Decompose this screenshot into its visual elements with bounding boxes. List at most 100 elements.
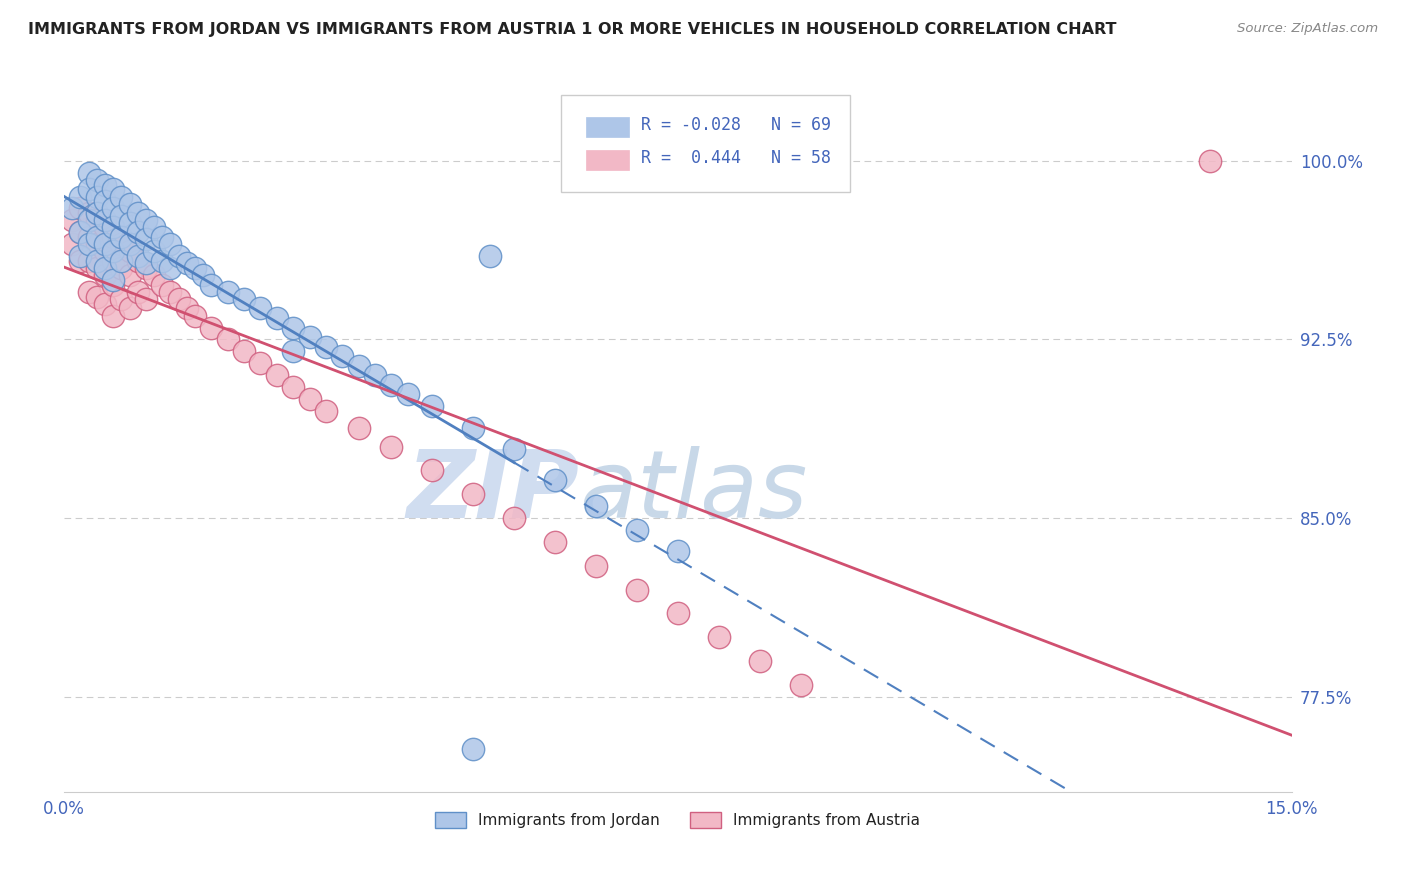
Point xyxy=(101,230,124,244)
Point xyxy=(86,230,108,244)
Point xyxy=(167,249,190,263)
Point xyxy=(143,268,166,282)
Point xyxy=(86,213,108,227)
Point xyxy=(184,260,207,275)
Point xyxy=(77,230,100,244)
Point xyxy=(266,310,288,325)
Point xyxy=(94,220,117,235)
Point xyxy=(176,301,198,316)
Point xyxy=(143,244,166,259)
Point xyxy=(298,392,321,406)
Point xyxy=(101,244,124,259)
Point xyxy=(1198,153,1220,168)
Point xyxy=(626,523,648,537)
Point xyxy=(94,213,117,227)
Point xyxy=(330,349,353,363)
Point xyxy=(135,213,157,227)
Point xyxy=(463,487,485,501)
Point xyxy=(94,244,117,259)
Point xyxy=(86,206,108,220)
Point xyxy=(503,442,526,456)
Point xyxy=(217,285,239,299)
Point xyxy=(127,285,149,299)
Point xyxy=(101,253,124,268)
Point xyxy=(127,225,149,239)
Point xyxy=(110,189,132,203)
Point xyxy=(94,194,117,209)
Point xyxy=(60,213,83,227)
Bar xyxy=(586,117,628,136)
Point xyxy=(77,182,100,196)
Point xyxy=(249,356,271,370)
Point xyxy=(478,249,501,263)
Point xyxy=(266,368,288,383)
Point xyxy=(544,473,567,487)
Point xyxy=(118,268,141,282)
Point xyxy=(60,237,83,252)
Point xyxy=(127,249,149,263)
Point xyxy=(283,320,305,334)
Point xyxy=(789,678,811,692)
Point xyxy=(101,309,124,323)
Point xyxy=(69,253,91,268)
Point xyxy=(159,285,181,299)
Point xyxy=(118,301,141,316)
Point xyxy=(60,202,83,216)
Point xyxy=(110,292,132,306)
Point xyxy=(420,399,443,413)
Text: ZIP: ZIP xyxy=(406,446,579,538)
Point xyxy=(150,277,173,292)
Point xyxy=(585,499,607,513)
Point xyxy=(86,237,108,252)
Point xyxy=(707,630,730,644)
Point xyxy=(463,742,485,756)
Legend: Immigrants from Jordan, Immigrants from Austria: Immigrants from Jordan, Immigrants from … xyxy=(429,806,927,834)
Point xyxy=(159,237,181,252)
Point xyxy=(217,333,239,347)
Point xyxy=(110,230,132,244)
Point xyxy=(626,582,648,597)
Point xyxy=(315,340,337,354)
Point xyxy=(94,237,117,252)
Point xyxy=(159,260,181,275)
Bar xyxy=(586,151,628,170)
Point xyxy=(77,206,100,220)
Point xyxy=(135,292,157,306)
Point xyxy=(585,558,607,573)
Point xyxy=(396,387,419,401)
Point xyxy=(380,440,402,454)
Point xyxy=(184,309,207,323)
Point xyxy=(380,377,402,392)
Point xyxy=(69,202,91,216)
Point xyxy=(544,534,567,549)
Point xyxy=(69,225,91,239)
Point xyxy=(101,273,124,287)
Point xyxy=(364,368,387,383)
Text: R = -0.028   N = 69: R = -0.028 N = 69 xyxy=(641,116,831,135)
Point xyxy=(503,511,526,525)
Point xyxy=(135,256,157,270)
Point xyxy=(101,220,124,235)
Point xyxy=(283,344,305,359)
Text: IMMIGRANTS FROM JORDAN VS IMMIGRANTS FROM AUSTRIA 1 OR MORE VEHICLES IN HOUSEHOL: IMMIGRANTS FROM JORDAN VS IMMIGRANTS FRO… xyxy=(28,22,1116,37)
Point xyxy=(110,237,132,252)
Point xyxy=(69,249,91,263)
Point xyxy=(77,253,100,268)
Point xyxy=(167,292,190,306)
Point xyxy=(420,463,443,477)
Point xyxy=(77,166,100,180)
Point xyxy=(315,404,337,418)
Point xyxy=(347,420,370,434)
Point xyxy=(94,260,117,275)
Point xyxy=(176,256,198,270)
Point xyxy=(69,225,91,239)
Point xyxy=(101,277,124,292)
FancyBboxPatch shape xyxy=(561,95,849,192)
Point xyxy=(77,237,100,252)
Point xyxy=(283,380,305,394)
Point xyxy=(94,268,117,282)
Point xyxy=(150,230,173,244)
Point xyxy=(77,213,100,227)
Point xyxy=(86,289,108,303)
Point xyxy=(101,182,124,196)
